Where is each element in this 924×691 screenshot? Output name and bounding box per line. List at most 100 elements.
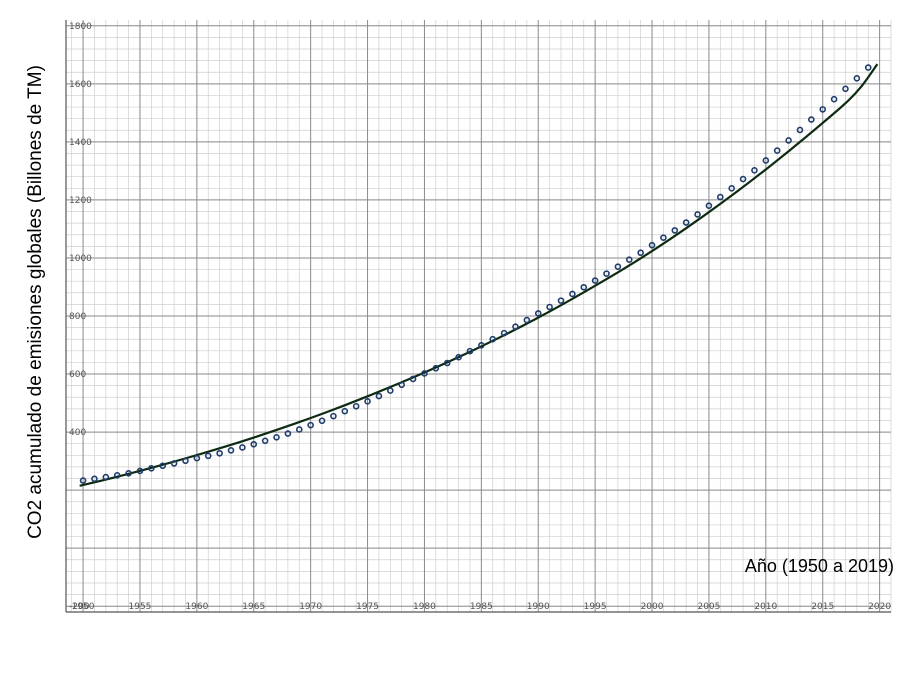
x-tick-label: 1970 [299,602,322,612]
data-point [603,270,610,277]
data-point [648,241,656,249]
data-point [546,303,553,311]
data-point [580,283,588,291]
y-tick-label: 1200 [69,196,92,206]
data-point [762,157,770,164]
x-tick-label: 1955 [129,602,152,612]
y-tick-label: 400 [69,428,86,438]
data-point [273,434,280,441]
fit-line [79,63,879,487]
data-point [91,475,98,483]
y-tick-label: 1600 [69,80,92,90]
data-point [102,473,110,481]
data-point [295,426,303,433]
data-point [591,277,599,284]
data-point [159,462,167,470]
data-point [250,440,258,448]
points-series [79,64,872,484]
data-point [443,359,451,367]
y-axis-label: CO2 acumulado de emisiones globales (Bil… [25,65,46,539]
x-tick-label: 2020 [868,602,891,612]
data-point [671,227,679,234]
data-point [364,398,371,405]
data-point [785,137,792,144]
data-point [842,85,849,93]
y-tick-label: 1400 [69,138,92,148]
data-point [557,297,565,304]
data-point [341,407,349,415]
data-point [261,437,269,445]
x-tick-labels: 1950 1955 1960 1965 1970 1975 1980 1985 1990 1995… [72,602,892,612]
data-point [705,202,713,210]
data-point [864,64,872,71]
data-point [717,193,724,201]
data-point [523,316,531,324]
x-tick-label: 2005 [697,602,720,612]
data-point [239,444,246,451]
data-point [512,323,519,331]
data-point [227,447,235,454]
y-tick-label: 1800 [69,22,92,32]
data-point [466,347,474,355]
data-point [569,290,576,298]
data-point [204,452,212,460]
data-point [694,211,701,218]
x-tick-label: 1975 [356,602,379,612]
x-tick-label: 1950 [72,602,95,612]
data-point [136,467,144,475]
data-point [216,449,223,457]
data-point [432,364,440,372]
data-point [682,219,690,226]
data-point [398,381,405,389]
data-point [170,460,178,467]
data-point [534,310,542,317]
data-point [125,469,132,477]
data-point [808,116,815,123]
data-point [409,375,417,383]
data-point [660,234,667,241]
data-point [455,353,462,361]
data-point [375,392,383,400]
data-point [819,106,827,113]
data-point [796,126,804,134]
data-point [330,412,337,420]
y-tick-label: 1000 [69,254,92,264]
x-tick-label: 1960 [185,602,208,612]
data-point [830,95,838,103]
y-tick-labels: -200 400 600 800 1000 1200 1400 1600 1800 [69,22,92,612]
x-tick-label: 1990 [527,602,550,612]
data-point [387,387,394,394]
x-tick-label: 1965 [242,602,265,612]
data-point [637,249,644,257]
data-point [421,370,428,377]
data-point [193,454,201,462]
data-point [478,342,485,349]
data-point [853,75,861,82]
x-axis-label: Año (1950 a 2019) [745,556,894,576]
y-tick-label: 800 [69,312,86,322]
data-point [751,167,758,174]
x-tick-label: 1985 [470,602,493,612]
y-tick-label: -200 [69,602,90,612]
y-tick-label: 600 [69,370,86,380]
data-point [614,263,622,270]
major-grid [66,20,891,612]
x-tick-label: 2000 [641,602,664,612]
data-point [318,417,326,425]
axes [65,20,891,613]
data-point [739,175,747,183]
data-point [113,472,121,479]
data-point [148,465,155,472]
data-point [307,421,314,429]
x-tick-label: 2010 [754,602,777,612]
fit-line-series [79,63,879,487]
data-point [352,402,360,410]
data-point [625,256,633,264]
data-point [773,147,781,154]
data-point [182,457,189,465]
data-point [489,335,497,343]
data-point [284,430,292,437]
data-point [500,329,508,337]
x-tick-label: 1980 [413,602,436,612]
